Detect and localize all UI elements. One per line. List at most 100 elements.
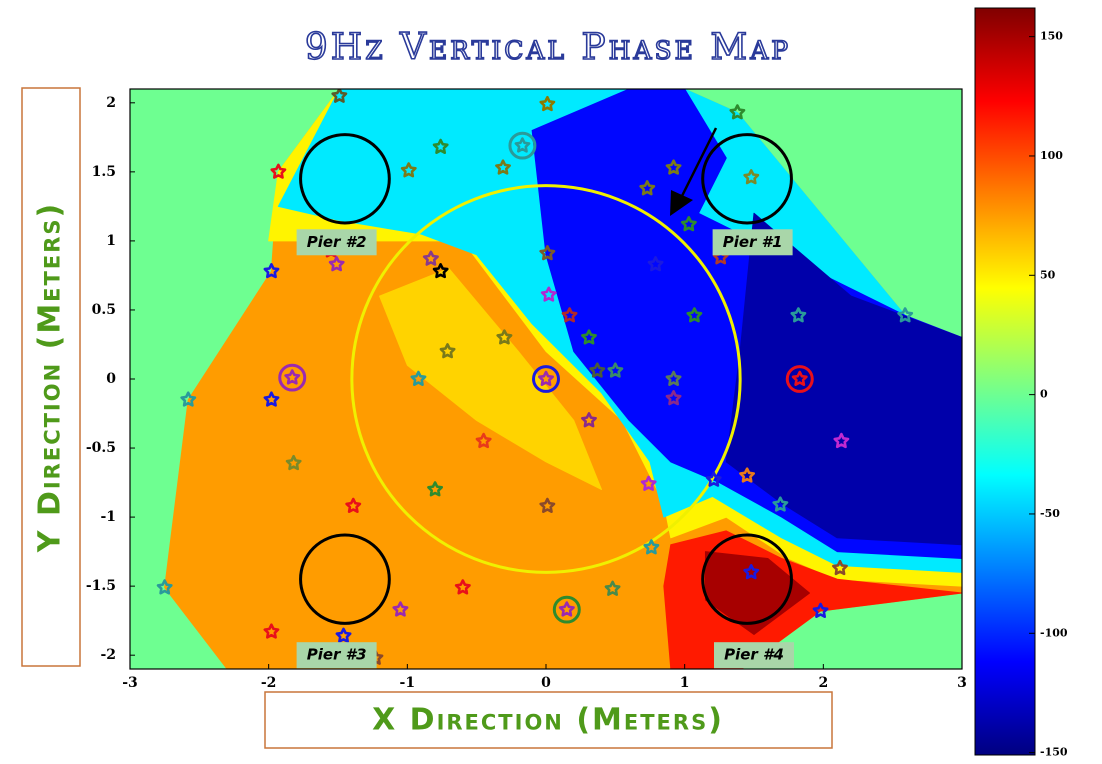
station-marker: [263, 391, 280, 407]
station-marker: [791, 370, 808, 387]
station-marker: [331, 89, 348, 103]
circle: [508, 131, 537, 160]
station-marker: [539, 497, 556, 514]
station-marker: [589, 362, 606, 378]
x-tick-label: 3: [957, 675, 967, 691]
circle: [350, 184, 742, 574]
station-marker: [345, 497, 362, 514]
circle: [299, 533, 391, 625]
station-marker: [392, 601, 409, 617]
station-marker: [739, 467, 756, 483]
pier-label: Pier #1: [723, 233, 783, 251]
station-marker: [643, 539, 660, 555]
y-tick-label: -2: [100, 647, 116, 663]
x-label-box: [264, 691, 833, 749]
station-marker: [539, 245, 556, 261]
station-marker: [335, 627, 352, 643]
circle: [701, 533, 793, 625]
arrow: [670, 127, 718, 216]
station-marker: [772, 496, 789, 512]
station-marker: [514, 137, 531, 153]
colorbar-tick-label: -50: [1040, 507, 1060, 520]
y-tick-label: 2: [106, 95, 116, 111]
y-axis-label: Y Direction (Meters): [33, 202, 68, 553]
pier-label-box: [296, 642, 377, 669]
colorbar-tick-label: -100: [1040, 626, 1068, 639]
station-marker: [263, 262, 280, 279]
colorbar-tick-label: 0: [1040, 388, 1048, 401]
x-tick-label: -3: [122, 675, 138, 691]
station-marker: [422, 250, 439, 266]
station-marker: [831, 559, 848, 576]
station-marker: [665, 370, 682, 387]
phase-region: [725, 212, 962, 546]
station-marker: [812, 602, 829, 619]
station-marker: [580, 329, 597, 345]
arrow-line: [680, 127, 718, 197]
y-tick-label: -1.5: [86, 578, 116, 594]
pier-label: Pier #4: [724, 646, 784, 664]
y-tick-label: 0.5: [92, 302, 116, 318]
circle: [701, 133, 793, 225]
station-marker: [558, 601, 575, 617]
pier-label-box: [296, 229, 377, 256]
station-marker: [640, 475, 657, 491]
circle: [785, 365, 814, 393]
x-tick-label: -2: [261, 675, 277, 691]
station-marker: [400, 162, 417, 178]
circle: [552, 595, 581, 624]
y-tick-label: -0.5: [86, 440, 116, 456]
station-marker: [790, 307, 807, 323]
y-tick-label: 0: [106, 371, 116, 387]
station-marker: [833, 432, 850, 449]
station-marker: [561, 307, 578, 323]
pier-label: Pier #3: [307, 646, 367, 664]
station-marker: [686, 307, 703, 323]
station-marker: [540, 286, 557, 302]
station-marker: [475, 432, 492, 449]
y-tick-label: 1: [106, 233, 116, 249]
station-marker: [263, 623, 280, 639]
station-marker: [285, 454, 302, 471]
station-marker: [496, 329, 513, 345]
circle: [299, 133, 391, 225]
x-tick-label: 1: [680, 675, 690, 691]
station-marker: [156, 579, 173, 595]
station-marker: [439, 343, 456, 359]
station-marker: [680, 216, 697, 232]
pier-label-box: [714, 642, 794, 669]
colorbar-tick-label: 50: [1040, 268, 1056, 281]
plot-area: [130, 89, 962, 669]
station-marker: [705, 471, 722, 487]
station-marker: [607, 362, 624, 378]
station-marker: [427, 481, 444, 497]
station-marker: [328, 256, 345, 272]
station-marker: [604, 580, 621, 596]
colorbar-tick-label: 150: [1040, 30, 1063, 43]
phase-region: [379, 268, 602, 490]
x-tick-label: -1: [400, 675, 416, 691]
pier-label-box: [712, 229, 793, 256]
x-tick-label: 0: [541, 675, 551, 691]
station-marker: [270, 163, 287, 179]
station-marker: [639, 180, 656, 196]
y-tick-label: -1: [100, 509, 116, 525]
station-marker: [729, 104, 746, 120]
station-marker: [580, 412, 597, 428]
colorbar: [974, 7, 1036, 756]
colorbar-tick-label: 100: [1040, 149, 1063, 162]
station-marker: [647, 256, 664, 272]
chart-title: 9Hz Vertical Phase Map: [305, 27, 791, 68]
station-marker: [743, 169, 760, 185]
y-tick-label: 1.5: [92, 164, 116, 180]
station-marker: [665, 389, 682, 406]
station-marker: [284, 369, 301, 385]
circle: [278, 363, 307, 392]
station-marker: [539, 95, 556, 112]
station-marker: [537, 370, 555, 387]
station-marker: [897, 307, 914, 323]
arrow-head: [670, 190, 693, 216]
station-marker: [180, 391, 197, 407]
station-marker: [665, 159, 682, 175]
